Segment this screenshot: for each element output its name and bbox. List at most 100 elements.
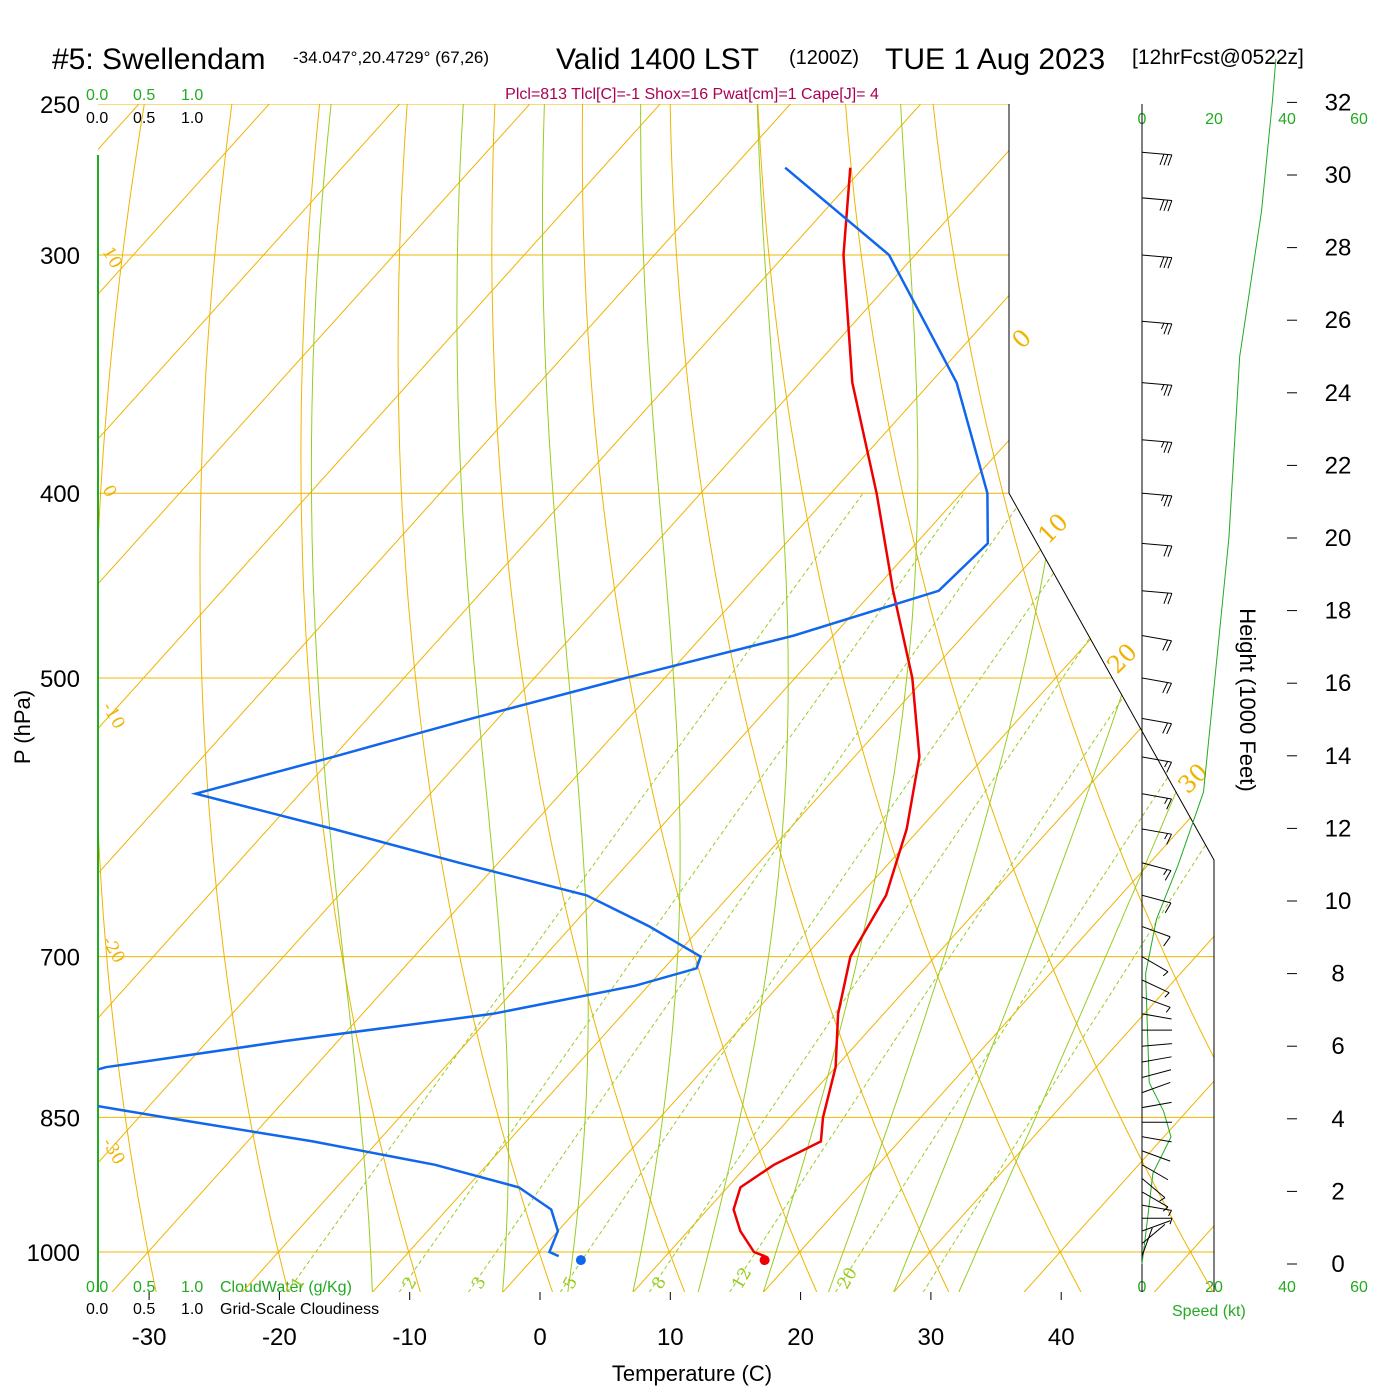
cloudwater-tick-bottom-2: 1.0 bbox=[181, 1279, 203, 1296]
wind-barb-half-feather bbox=[1165, 1006, 1171, 1013]
grid-clip-group bbox=[0, 35, 1400, 1292]
wind-barb-feather bbox=[1167, 442, 1173, 454]
wind-barb-feather bbox=[1163, 323, 1169, 335]
wind-barb-half-feather bbox=[1164, 798, 1169, 805]
wind-barb-34 bbox=[1141, 382, 1173, 397]
pressure-tick-300: 300 bbox=[40, 243, 80, 270]
wind-speed-tick-top-3: 60 bbox=[1350, 111, 1368, 128]
wind-barb-19 bbox=[1141, 979, 1170, 998]
wind-barb-feather bbox=[1162, 682, 1169, 694]
height-tick-0: 0 bbox=[1331, 1251, 1344, 1278]
temperature-line bbox=[732, 167, 921, 1258]
mixing-ratio-label-6: 20 bbox=[834, 1264, 862, 1293]
height-tick-10: 10 bbox=[1325, 888, 1352, 915]
isotherm--50 bbox=[98, 104, 984, 1292]
wind-barb-staff bbox=[1141, 542, 1172, 547]
wind-barb-feather bbox=[1163, 495, 1169, 507]
wind-barb-staff bbox=[1141, 1204, 1172, 1211]
wind-barb-staff bbox=[1141, 254, 1172, 259]
wind-barb-staff bbox=[1141, 382, 1172, 386]
wind-barb-12 bbox=[1141, 1081, 1171, 1094]
wind-barb-staff bbox=[1141, 717, 1172, 725]
wind-barb-staff bbox=[1141, 492, 1172, 497]
wind-barb-staff bbox=[1141, 1136, 1172, 1143]
mixing-ratio-30 bbox=[922, 492, 1214, 1292]
wind-barb-21 bbox=[1141, 926, 1171, 947]
isotherm--10 bbox=[371, 104, 1214, 1292]
wind-barb-staff bbox=[1141, 151, 1172, 156]
plot-border bbox=[97, 104, 1215, 1292]
wind-barb-feather bbox=[1166, 723, 1172, 735]
pressure-tick-700: 700 bbox=[40, 945, 80, 972]
mixing-ratio-label-3: 5 bbox=[559, 1274, 582, 1293]
wind-barb-staff bbox=[1141, 793, 1172, 800]
isotherm--40 bbox=[98, 104, 1114, 1292]
height-tick-30: 30 bbox=[1325, 162, 1352, 189]
wind-barb-29 bbox=[1141, 635, 1172, 652]
height-tick-12: 12 bbox=[1325, 815, 1352, 842]
forecast-info: [12hrFcst@0522z] bbox=[1132, 46, 1304, 69]
sounding-profiles bbox=[98, 166, 990, 1266]
wind-barb-staff bbox=[1141, 996, 1171, 1008]
wind-barb-feather bbox=[1163, 199, 1169, 211]
wind-barb-6 bbox=[1141, 1178, 1166, 1202]
wind-barb-half-feather bbox=[1160, 494, 1165, 502]
wind-barb-35 bbox=[1141, 320, 1173, 335]
wind-barb-feather bbox=[1163, 384, 1169, 396]
wind-barb-32 bbox=[1141, 492, 1173, 507]
wind-barb-feather bbox=[1166, 640, 1172, 652]
x-axis-title: Temperature (C) bbox=[612, 1361, 772, 1386]
isotherm-60 bbox=[1284, 35, 1400, 1292]
wind-barb-staff bbox=[1141, 979, 1170, 994]
wind-barb-half-feather bbox=[1169, 1218, 1173, 1225]
mixing-ratio-20 bbox=[834, 492, 1214, 1292]
wind-barb-feather bbox=[1163, 441, 1169, 453]
temp-tick--20: -20 bbox=[262, 1324, 297, 1351]
wind-barb-13 bbox=[1141, 1069, 1172, 1078]
cloudwater-label: CloudWater (g/Kg) bbox=[220, 1279, 352, 1296]
wind-barb-feather bbox=[1162, 639, 1169, 651]
dry-adiabat-label-right-1: 10 bbox=[1032, 508, 1073, 549]
cloudiness-tick-top-2: 1.0 bbox=[181, 110, 203, 127]
mixing-ratio-12 bbox=[729, 492, 1214, 1292]
wind-barb-staff bbox=[1141, 1227, 1153, 1257]
cloudwater-tick-top-0: 0.0 bbox=[86, 87, 108, 104]
wind-barb-staff bbox=[1141, 1056, 1172, 1063]
profile-clip-group bbox=[98, 166, 990, 1258]
wind-barb-7 bbox=[1141, 1164, 1169, 1181]
isotherm-40 bbox=[1023, 104, 1214, 1292]
wind-barb-half-feather bbox=[1159, 1197, 1166, 1202]
cloudiness-tick-bottom-2: 1.0 bbox=[181, 1301, 203, 1318]
isotherm-50 bbox=[1153, 104, 1214, 1292]
isotherm-0 bbox=[502, 104, 1214, 1292]
station-coords: -34.047°,20.4729° (67,26) bbox=[293, 48, 489, 67]
wind-barb-staff bbox=[1141, 1069, 1172, 1078]
wind-barb-3 bbox=[1142, 1217, 1173, 1225]
wind-barb-staff bbox=[1141, 1178, 1166, 1199]
wind-barb-half-feather bbox=[1160, 441, 1165, 448]
isotherm--20 bbox=[241, 104, 1214, 1292]
wind-barb-staff bbox=[1141, 590, 1172, 594]
wind-barb-half-feather bbox=[1160, 384, 1165, 391]
wind-barb-staff bbox=[1141, 1081, 1171, 1094]
moist-adiabat-35 bbox=[958, 104, 1214, 1292]
wind-barb-1 bbox=[1141, 1224, 1166, 1245]
wind-barb-feather bbox=[1167, 154, 1173, 166]
wind-barb-feather bbox=[1164, 902, 1172, 914]
wind-barb-33 bbox=[1141, 439, 1173, 454]
wind-barb-staff bbox=[1141, 320, 1172, 325]
height-tick-2: 2 bbox=[1331, 1178, 1344, 1205]
wind-barb-18 bbox=[1141, 996, 1171, 1013]
isotherm--70 bbox=[98, 104, 723, 1292]
wind-barb-staff bbox=[1141, 926, 1171, 938]
cloudiness-label: Grid-Scale Cloudiness bbox=[220, 1301, 379, 1318]
wind-barb-staff bbox=[1141, 677, 1172, 684]
isotherm--120 bbox=[0, 35, 71, 1292]
dry-adiabat-10 bbox=[491, 104, 686, 1292]
y-axis-title: P (hPa) bbox=[10, 690, 35, 764]
height-tick-4: 4 bbox=[1331, 1106, 1344, 1133]
height-tick-24: 24 bbox=[1325, 380, 1352, 407]
utc-time: (1200Z) bbox=[789, 47, 859, 69]
wind-barb-feather bbox=[1159, 256, 1165, 268]
moist-adiabat--10 bbox=[310, 104, 373, 1292]
